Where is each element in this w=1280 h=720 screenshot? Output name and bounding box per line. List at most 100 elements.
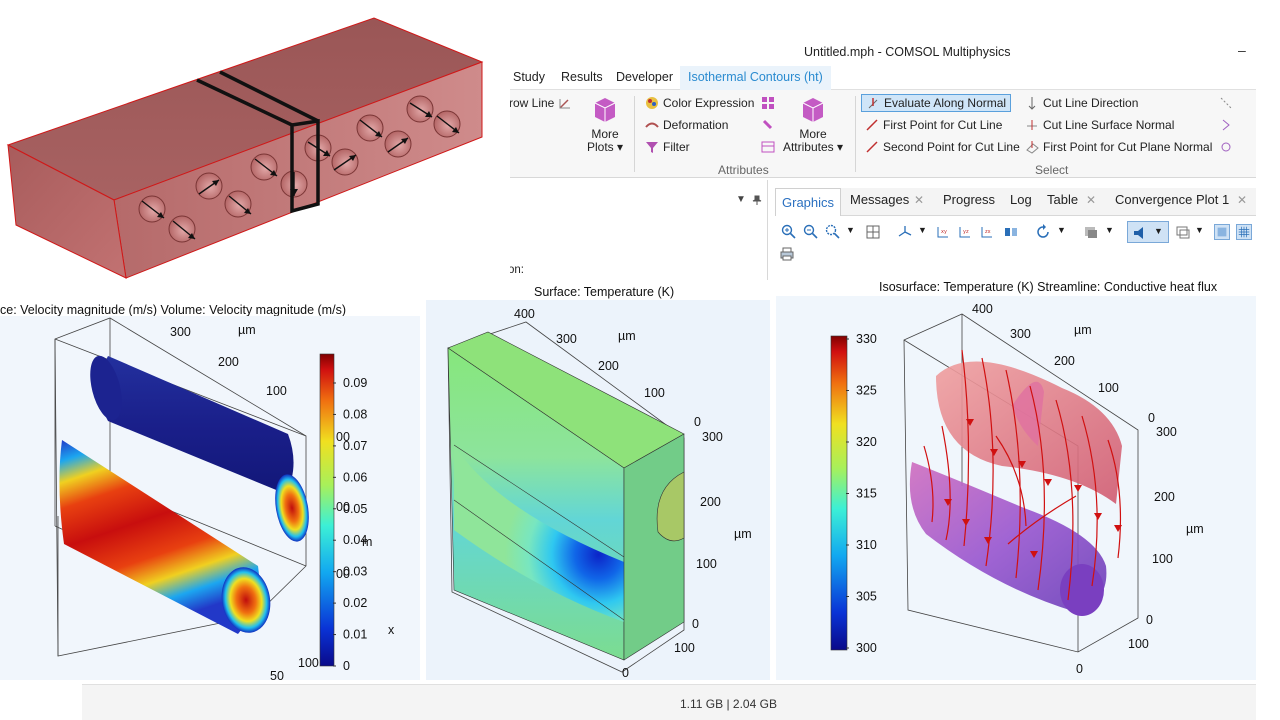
second-point-cut-line-button[interactable]: Second Point for Cut Line (865, 138, 1020, 156)
evaluate-along-normal-label: Evaluate Along Normal (884, 96, 1007, 110)
title-bar: Untitled.mph - COMSOL Multiphysics – (500, 40, 1260, 66)
cut-line-surface-normal-icon (1027, 120, 1037, 130)
chevron-down-icon[interactable]: ▼ (918, 225, 927, 235)
select-tool-icon[interactable] (1219, 118, 1233, 132)
graphics-toolbar: ▼ ▼ xy yz zx ▼ ▼ ▼ ▼ (775, 218, 1256, 264)
render-mode-icon[interactable] (1214, 224, 1230, 240)
chevron-down-icon[interactable]: ▼ (1195, 225, 1204, 235)
more-attributes-button[interactable]: More Attributes ▾ (782, 127, 844, 154)
colorbar-tick-label: 0.08 (343, 407, 367, 421)
rotate-icon[interactable] (1035, 224, 1051, 240)
more-attributes-icon (802, 98, 824, 122)
window-title: Untitled.mph - COMSOL Multiphysics (804, 45, 1011, 59)
colorbar-tick-label: 0.03 (343, 565, 367, 579)
memory-usage: 1.11 GB | 2.04 GB (680, 697, 777, 711)
close-icon[interactable]: ✕ (1086, 193, 1097, 207)
pane-dropdown-icon[interactable]: ▼ (736, 194, 746, 205)
select-tool-icon[interactable] (1219, 140, 1233, 154)
colorbar-tick-label: 0.05 (343, 502, 367, 516)
isosurface-cool (909, 462, 1107, 612)
view-yz-icon[interactable]: yz (957, 224, 973, 240)
colorbar-tick-label: 305 (856, 590, 877, 604)
axis-tick: 300 (1156, 425, 1177, 439)
axis-tick: 100 (696, 557, 717, 571)
beam-geometry-view (6, 17, 484, 279)
zoom-extents-icon[interactable] (865, 224, 881, 240)
chevron-down-icon[interactable]: ▼ (846, 225, 855, 235)
block-cold-region (454, 445, 624, 622)
tab-results[interactable]: Results (561, 70, 603, 84)
velocity-hot-tube (59, 440, 271, 634)
colorbar-tick-label: 0.09 (343, 376, 367, 390)
axis-tick: 0 (622, 666, 629, 680)
colorbar-tick-label: 0.04 (343, 533, 367, 547)
tab-table[interactable]: Table (1047, 192, 1079, 207)
tab-messages[interactable]: Messages (850, 192, 910, 207)
view-default-icon[interactable] (1003, 224, 1019, 240)
tab-study[interactable]: Study (513, 70, 545, 84)
select-tool-icon[interactable] (1219, 96, 1233, 110)
tab-isothermal-contours[interactable]: Isothermal Contours (ht) (680, 66, 831, 90)
view-xy-icon[interactable]: xy (935, 224, 951, 240)
tab-convergence-plot[interactable]: Convergence Plot 1 (1115, 192, 1230, 207)
view-zx-icon[interactable]: zx (979, 224, 995, 240)
cut-line-surface-normal-button[interactable]: Cut Line Surface Normal (1025, 116, 1174, 134)
temperature-colorbar (830, 335, 848, 651)
print-icon[interactable] (779, 246, 795, 262)
ribbon: rrow Line More Plots ▾ Color Expression … (505, 90, 1256, 178)
first-point-cut-plane-normal-label: First Point for Cut Plane Normal (1043, 140, 1213, 154)
first-point-cut-plane-normal-button[interactable]: First Point for Cut Plane Normal (1025, 138, 1212, 156)
axis-unit: µm (734, 527, 752, 541)
pin-icon[interactable] (752, 195, 762, 205)
select-group-label: Select (1035, 163, 1069, 177)
colorbar-tick-label: 315 (856, 487, 877, 501)
axis-tick: 0 (1076, 662, 1083, 676)
cut-line-direction-icon (1028, 97, 1036, 110)
chevron-down-icon[interactable]: ▼ (1105, 225, 1114, 235)
more-plots-label: More Plots (586, 127, 619, 154)
axis-tick: 0 (1146, 613, 1153, 627)
zoom-out-icon[interactable] (803, 224, 819, 240)
chevron-down-icon[interactable]: ▼ (1057, 225, 1066, 235)
color-expression-button[interactable]: Color Expression (645, 94, 754, 112)
first-point-cut-line-button[interactable]: First Point for Cut Line (865, 116, 1002, 134)
deformation-button[interactable]: Deformation (645, 116, 728, 134)
arrow-line-button[interactable]: rrow Line (505, 94, 572, 112)
settings-pane: ▼ on: (508, 180, 768, 280)
ribbon-separator (634, 96, 635, 172)
grid-toggle-icon[interactable] (1236, 224, 1252, 240)
color-expression-label: Color Expression (663, 96, 755, 110)
zoom-box-icon[interactable] (825, 224, 841, 240)
more-plots-button[interactable]: More Plots ▾ (586, 127, 624, 154)
minimize-button[interactable]: – (1238, 42, 1246, 58)
filter-button[interactable]: Filter (645, 138, 690, 156)
tab-log[interactable]: Log (1010, 192, 1032, 207)
axis-tick: 300 (1010, 327, 1031, 341)
cut-line-surface-normal-label: Cut Line Surface Normal (1043, 118, 1175, 132)
axis-tick: 100 (1152, 552, 1173, 566)
axis-tick: 200 (1154, 490, 1175, 504)
tab-progress[interactable]: Progress (943, 192, 996, 207)
axis-tick: 400 (514, 307, 535, 321)
velocity-plot-title: ce: Velocity magnitude (m/s) Volume: Vel… (0, 303, 346, 317)
cut-line-direction-label: Cut Line Direction (1043, 96, 1139, 110)
tab-graphics[interactable]: Graphics (775, 188, 842, 216)
marker-icon[interactable] (761, 118, 775, 132)
tab-developer[interactable]: Developer (616, 70, 673, 84)
axis-orientation-icon[interactable] (897, 224, 913, 240)
zoom-in-icon[interactable] (781, 224, 797, 240)
colorbar-tick-label: 0.06 (343, 470, 367, 484)
axis-tick: 200 (1054, 354, 1075, 368)
evaluate-along-normal-button[interactable]: Evaluate Along Normal (861, 94, 1012, 112)
svg-text:xy: xy (941, 229, 947, 235)
axis-tick: 100 (644, 386, 665, 400)
cut-line-direction-button[interactable]: Cut Line Direction (1025, 94, 1138, 112)
scene-light-icon[interactable] (1083, 224, 1099, 240)
axis-tick: 200 (598, 359, 619, 373)
transparency-toggle[interactable]: ▼ (1127, 221, 1169, 243)
close-icon[interactable]: ✕ (914, 193, 925, 207)
grid-dots-icon[interactable] (761, 96, 775, 110)
close-icon[interactable]: ✕ (1237, 193, 1248, 207)
wireframe-icon[interactable] (1175, 224, 1191, 240)
table-color-icon[interactable] (761, 140, 775, 154)
